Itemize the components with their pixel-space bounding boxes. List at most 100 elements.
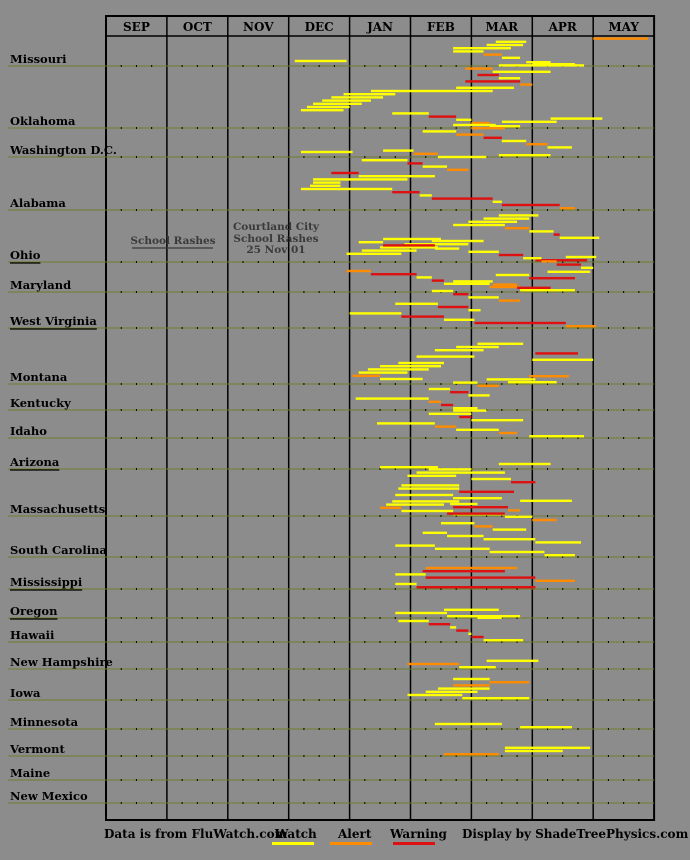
activity-bar [495, 40, 527, 43]
activity-bar [453, 293, 469, 296]
activity-bar [535, 541, 582, 544]
activity-bar [507, 509, 521, 512]
activity-bar [401, 509, 454, 513]
activity-bar [486, 378, 536, 381]
activity-bar [453, 677, 490, 681]
activity-bar [529, 435, 585, 438]
activity-bar [468, 220, 518, 223]
activity-bar [425, 566, 518, 570]
activity-bar [422, 130, 457, 133]
state-label: Arizona [9, 455, 60, 469]
activity-bar [300, 109, 344, 112]
month-label-mar: MAR [486, 20, 520, 34]
activity-bar [529, 375, 569, 378]
chart-grid [8, 15, 656, 821]
state-label: Massachusetts [10, 502, 105, 516]
activity-bar [520, 726, 572, 729]
activity-bar [468, 309, 481, 312]
activity-bar [510, 481, 536, 484]
activity-bar [431, 197, 493, 200]
activity-bar [495, 273, 530, 277]
activity-bar [504, 749, 563, 753]
activity-bar [310, 184, 341, 187]
activity-bar [550, 117, 603, 120]
activity-bar [443, 318, 475, 321]
activity-bar [529, 230, 554, 233]
legend-watch-label: Watch [275, 827, 317, 841]
state-label: South Carolina [10, 543, 107, 557]
month-label-nov: NOV [243, 20, 274, 34]
activity-bar [361, 159, 408, 162]
activity-bar [401, 315, 444, 318]
activity-bar [501, 56, 521, 59]
activity-bar [370, 89, 493, 93]
activity-bar [431, 239, 484, 243]
activity-bar [517, 286, 551, 289]
activity-bar [453, 223, 505, 227]
activity-bar [428, 400, 441, 403]
state-label: Minnesota [10, 715, 79, 729]
activity-bar [477, 384, 499, 387]
activity-bar [367, 368, 429, 371]
activity-bar [383, 149, 414, 152]
state-label: Kentucky [10, 396, 71, 410]
activity-bar [361, 249, 417, 252]
month-label-dec: DEC [305, 20, 334, 34]
activity-bar [331, 171, 359, 175]
activity-bar [453, 409, 487, 412]
activity-bar [547, 270, 591, 273]
activity-bar [380, 365, 441, 368]
courtland-line1: Courtland City [233, 221, 320, 233]
activity-bar [532, 358, 594, 361]
activity-bar [489, 125, 521, 128]
activity-bar [407, 474, 457, 477]
activity-bar [498, 64, 585, 67]
activity-bar [456, 133, 484, 136]
activity-bar [447, 512, 505, 515]
activity-bar [377, 422, 435, 425]
activity-bar [559, 236, 600, 239]
legend-warning-swatch [393, 842, 435, 845]
activity-bar [468, 250, 499, 253]
activity-bar [434, 722, 502, 726]
activity-bar [456, 345, 499, 349]
activity-bar [459, 490, 515, 493]
activity-bar [544, 554, 575, 557]
activity-bar [395, 302, 438, 305]
activity-bar [468, 394, 490, 397]
activity-bar [447, 534, 484, 538]
activity-bar [532, 518, 557, 522]
activity-bar [294, 59, 347, 63]
activity-bar [520, 289, 575, 292]
activity-bar [422, 165, 448, 168]
activity-bar [398, 487, 460, 490]
activity-bar [474, 525, 493, 528]
activity-bar [331, 96, 384, 99]
activity-bar [419, 194, 432, 197]
activity-bar [456, 118, 472, 121]
activity-bar [407, 662, 460, 666]
activity-bar [501, 139, 527, 143]
activity-bar [565, 325, 597, 328]
activity-bar [486, 659, 539, 662]
activity-bar [428, 115, 457, 118]
activity-bar [383, 237, 441, 241]
activity-bar [300, 150, 353, 154]
activity-bar [492, 528, 527, 531]
activity-bar [483, 217, 530, 220]
activity-bar [395, 582, 417, 586]
activity-bar [443, 608, 499, 611]
activity-bar [453, 407, 478, 410]
activity-bar [425, 690, 478, 693]
activity-bar [504, 515, 533, 518]
courtland-line3: 25 Nov 01 [246, 244, 305, 256]
activity-bars [294, 37, 649, 756]
state-labels: Missouri Oklahoma Washington D.C. Alabama Oh… [9, 52, 117, 803]
activity-bar [395, 611, 448, 615]
activity-bar [465, 80, 521, 83]
activity-bar [453, 506, 508, 509]
state-label: Maryland [10, 278, 71, 292]
activity-bar [352, 374, 381, 377]
legend-warning-label: Warning [390, 827, 447, 841]
activity-bar [428, 387, 451, 391]
